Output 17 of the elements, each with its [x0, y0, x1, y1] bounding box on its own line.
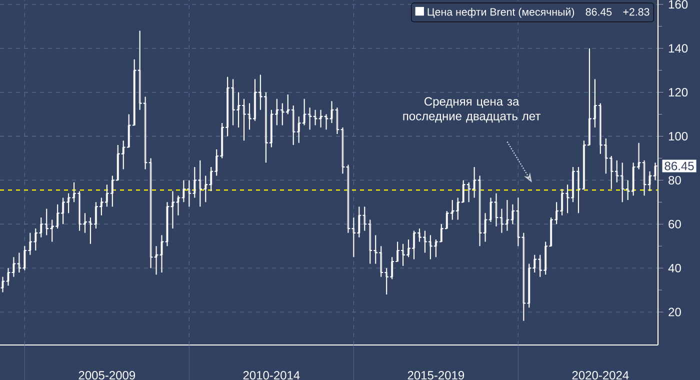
legend-label: Цена нефти Brent (месячный)	[428, 8, 574, 18]
x-tick-label: 2020-2024	[572, 371, 629, 380]
x-tick-label: 2005-2009	[78, 371, 136, 380]
annotation: 86.45	[586, 8, 612, 16]
annotation: Средняя цена за последние двадцать лет	[403, 97, 540, 123]
y-tick-label: 80	[668, 176, 681, 184]
y-tick-label: 140	[668, 44, 688, 53]
annotation: +2.83	[623, 8, 650, 16]
x-tick-label: 2015-2019	[408, 371, 464, 380]
y-tick-label: 120	[668, 88, 688, 97]
y-tick-label: 20	[668, 308, 681, 316]
y-tick-label: 60	[668, 220, 681, 228]
y-tick-label: 100	[668, 132, 688, 140]
text: 86.45	[664, 162, 694, 170]
x-tick-label: 2010-2014	[243, 371, 300, 380]
y-tick-label: 160	[668, 0, 688, 9]
y-tick-label: 40	[668, 264, 681, 272]
